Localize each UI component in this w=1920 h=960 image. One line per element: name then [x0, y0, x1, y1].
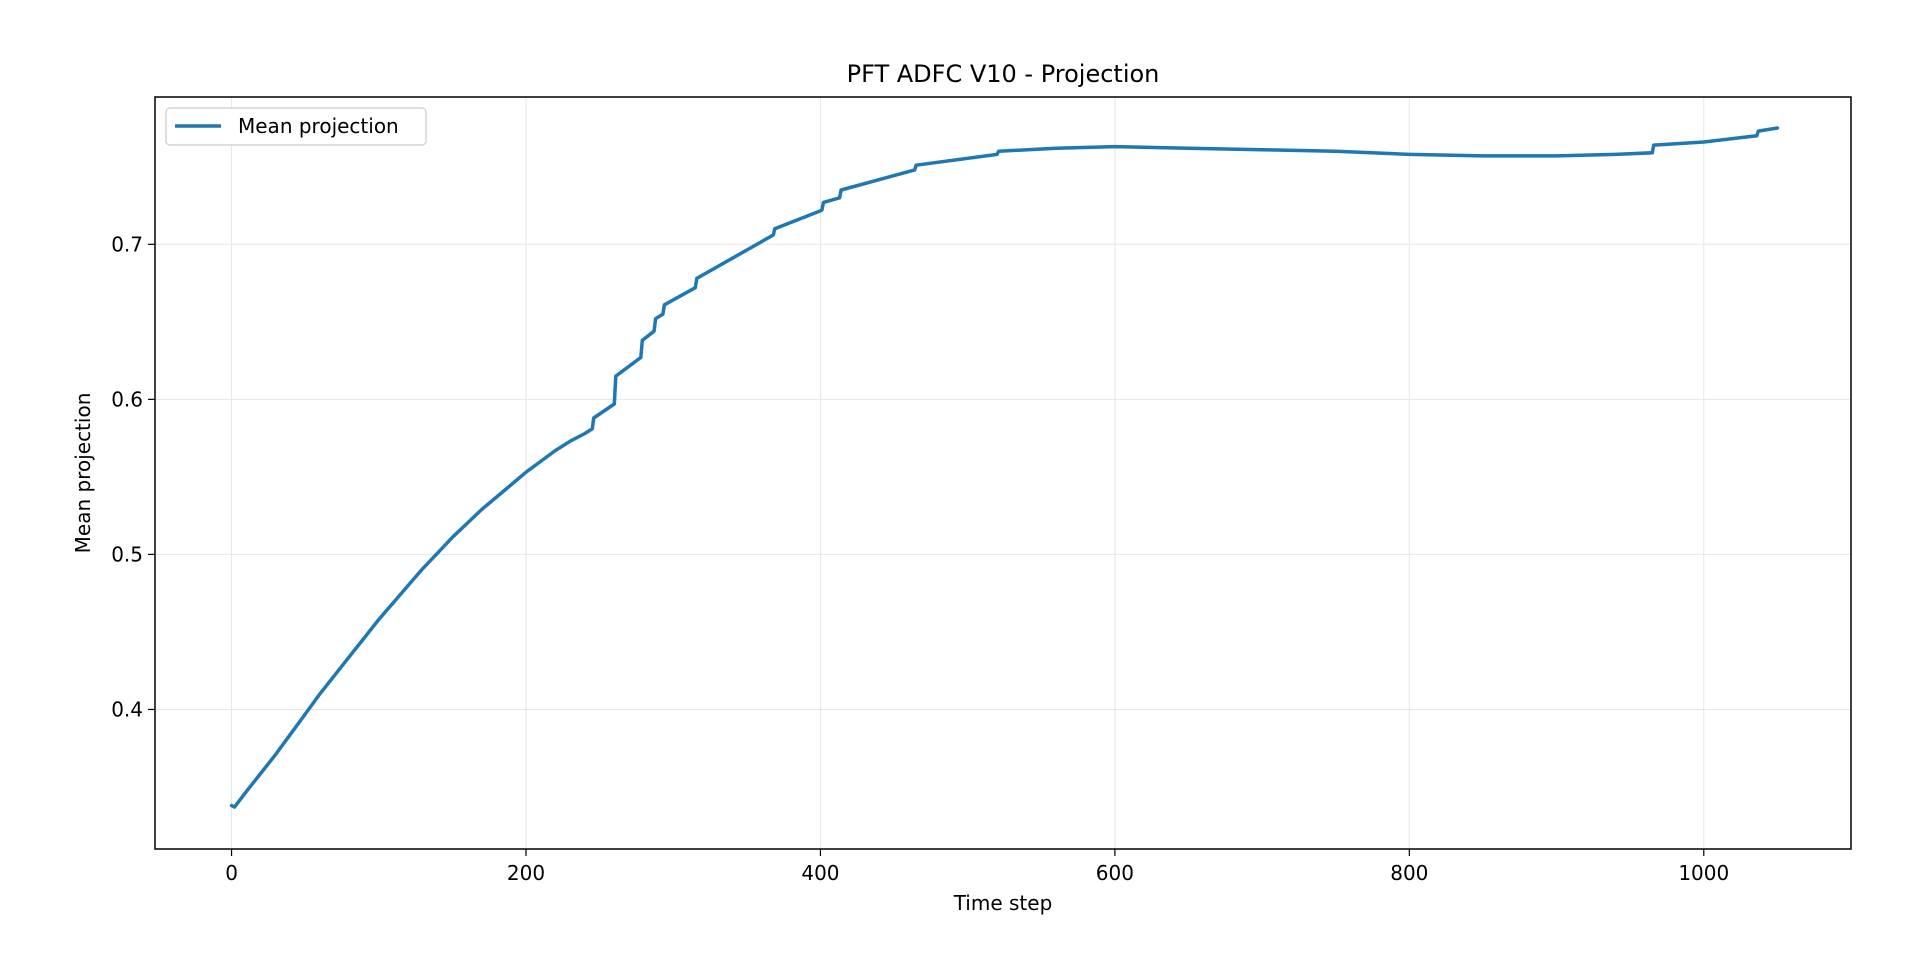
legend: Mean projection: [165, 107, 427, 146]
x-tick-label: 400: [801, 861, 839, 885]
x-tick-label: 0: [225, 861, 238, 885]
y-axis: 0.4 0.5 0.6 0.7: [111, 232, 155, 721]
x-tick-label: 800: [1390, 861, 1428, 885]
y-tick-label: 0.6: [111, 387, 143, 411]
plot-area: [229, 126, 1780, 809]
x-tick-label: 1000: [1678, 861, 1729, 885]
chart-title: PFT ADFC V10 - Projection: [847, 60, 1160, 88]
x-axis: 0 200 400 600 800 1000: [225, 849, 1729, 885]
gridlines: [155, 97, 1851, 849]
x-axis-label: Time step: [953, 891, 1053, 915]
x-tick-label: 600: [1096, 861, 1134, 885]
series-line-mean-projection: [229, 126, 1780, 809]
y-axis-label: Mean projection: [71, 393, 95, 554]
axes-frame: [154, 96, 1852, 850]
legend-box: [165, 107, 427, 146]
y-tick-label: 0.5: [111, 542, 143, 566]
x-tick-label: 200: [507, 861, 545, 885]
y-tick-label: 0.4: [111, 697, 143, 721]
legend-label: Mean projection: [238, 114, 399, 138]
y-tick-label: 0.7: [111, 232, 143, 256]
